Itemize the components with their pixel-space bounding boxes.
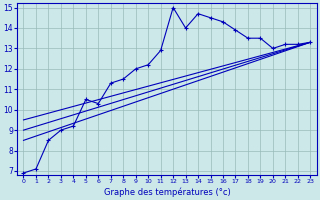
X-axis label: Graphe des températures (°c): Graphe des températures (°c) [104, 187, 230, 197]
